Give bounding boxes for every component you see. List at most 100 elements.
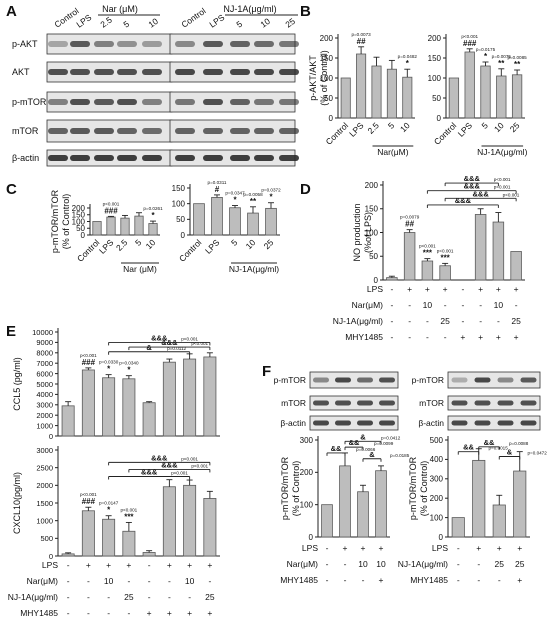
E_top-p-value: p<0.001 bbox=[80, 353, 97, 358]
E_top-bar bbox=[162, 361, 176, 437]
blot-strip bbox=[447, 371, 541, 389]
F_right-bar bbox=[492, 504, 506, 538]
E_top-bar bbox=[203, 356, 217, 437]
D-y-label: (%of LPS) bbox=[363, 212, 373, 253]
C_left-y-label: (% of Control) bbox=[61, 194, 71, 250]
blot-band bbox=[497, 400, 514, 406]
blot-lane-label: Control bbox=[179, 6, 207, 30]
D-y-label: NO production bbox=[352, 203, 362, 261]
E_bottom-condition-mark: - bbox=[107, 592, 110, 602]
F_right-condition-label: NJ-1A(μg/ml) bbox=[398, 559, 448, 569]
D-sig-mark: *** bbox=[440, 253, 450, 262]
E_bottom-bracket-p: p<0.001 bbox=[191, 463, 208, 468]
E_top-sig-mark: * bbox=[107, 365, 111, 374]
E_bottom-condition-mark: + bbox=[207, 560, 212, 570]
blot-band bbox=[254, 69, 274, 75]
E_bottom-y-tick-label: 2500 bbox=[36, 463, 53, 472]
E_bottom-condition-mark: + bbox=[106, 560, 111, 570]
E_top-y-tick-label: 8000 bbox=[36, 349, 53, 358]
blot-band bbox=[117, 128, 137, 134]
B_left-category-label: 10 bbox=[398, 120, 412, 134]
E_bottom-condition-mark: - bbox=[87, 592, 90, 602]
blot-band bbox=[230, 155, 250, 161]
blot-band bbox=[520, 420, 537, 426]
E_top-y-tick-label: 2000 bbox=[36, 411, 53, 420]
B_right-p-value: p=0.0075 bbox=[492, 54, 512, 59]
F_left-condition-label: MHY1485 bbox=[280, 575, 318, 585]
F_left-y-label: (% of Control) bbox=[291, 461, 301, 517]
D-condition-mark: 25 bbox=[511, 316, 521, 326]
B_left-y-tick-label: 150 bbox=[320, 54, 334, 63]
E_bottom-bracket-mark: &&& bbox=[161, 460, 178, 469]
B_right-y-tick-label: 150 bbox=[428, 54, 442, 63]
B_left-y-tick-label: 0 bbox=[329, 114, 334, 123]
E_top-bar bbox=[122, 378, 136, 437]
blot-band bbox=[474, 420, 491, 426]
D-sig-mark: *** bbox=[423, 249, 433, 258]
D-p-value: p=0.0079 bbox=[400, 215, 420, 220]
F_left-condition-mark: + bbox=[379, 543, 384, 553]
D-bar bbox=[403, 232, 416, 281]
E_bottom-bracket-p: p<0.001 bbox=[171, 471, 188, 476]
C_right-sig-mark: ** bbox=[250, 197, 257, 206]
blot-band bbox=[94, 128, 114, 134]
F_right-condition-mark: - bbox=[457, 575, 460, 585]
C_left-y-label: p-mTOR/mTOR bbox=[50, 189, 60, 253]
blot-lane-label: LPS bbox=[207, 12, 226, 30]
blot-band bbox=[117, 99, 137, 105]
panel-letter-B: B bbox=[300, 3, 311, 20]
F_right-y-tick-label: 400 bbox=[430, 455, 444, 464]
C_left-bar bbox=[148, 223, 158, 236]
blot-band bbox=[230, 69, 250, 75]
D-bracket-mark: &&& bbox=[464, 174, 481, 183]
E_bottom-condition-label: MHY1485 bbox=[20, 608, 58, 618]
blot-band bbox=[254, 155, 274, 161]
F_right-bracket-mark: && bbox=[484, 438, 495, 447]
C_right-sig-mark: # bbox=[215, 185, 220, 194]
F_right-condition-mark: - bbox=[477, 575, 480, 585]
B_left-bar bbox=[371, 65, 382, 119]
B_right-p-value: p=0.0175 bbox=[476, 47, 496, 52]
E_top-y-tick-label: 9000 bbox=[36, 338, 53, 347]
blot-strip bbox=[309, 395, 399, 411]
B_right-y-tick-label: 100 bbox=[428, 74, 442, 83]
blot-lane-label: 5 bbox=[234, 19, 244, 30]
E_top-p-value: p=0.0340 bbox=[119, 361, 139, 366]
D-condition-mark: - bbox=[444, 300, 447, 310]
C_right-y-tick-label: 100 bbox=[172, 199, 186, 208]
blot-band bbox=[203, 155, 223, 161]
F_left-condition-mark: + bbox=[361, 543, 366, 553]
F_left-y-label: p-mTOR/mTOR bbox=[280, 456, 290, 520]
E_bottom-condition-mark: - bbox=[127, 608, 130, 618]
F_right-y-label: (% of Control) bbox=[419, 461, 429, 517]
C_right-y-tick-label: 0 bbox=[181, 231, 186, 240]
blot-band bbox=[497, 377, 514, 383]
B_right-p-value: p=0.0085 bbox=[507, 55, 527, 60]
D-condition-label: MHY1485 bbox=[345, 332, 383, 342]
E_top-y-tick-label: 4000 bbox=[36, 390, 53, 399]
D-condition-mark: - bbox=[479, 316, 482, 326]
F_right-y-tick-label: 100 bbox=[430, 513, 444, 522]
B_right-category-label: 5 bbox=[479, 120, 490, 131]
D-condition-mark: + bbox=[514, 284, 519, 294]
panel-letter-E: E bbox=[6, 323, 16, 340]
E_bottom-y-tick-label: 3000 bbox=[36, 446, 53, 455]
C_left-sig-mark: * bbox=[151, 211, 155, 220]
D-condition-mark: - bbox=[390, 332, 393, 342]
blot-band bbox=[357, 400, 373, 406]
panel-letter-D: D bbox=[300, 181, 311, 198]
F_left-condition-mark: - bbox=[362, 575, 365, 585]
F_right-condition-mark: + bbox=[517, 575, 522, 585]
F_left-condition-label: LPS bbox=[302, 543, 318, 553]
E_bottom-bracket-mark: &&& bbox=[141, 468, 158, 477]
F_left-bar bbox=[321, 504, 333, 538]
F_right-condition-mark: + bbox=[476, 543, 481, 553]
D-condition-mark: + bbox=[496, 284, 501, 294]
D-y-tick-label: 150 bbox=[365, 205, 379, 214]
C_left-y-tick-label: 100 bbox=[72, 217, 86, 226]
E_bottom-condition-mark: + bbox=[167, 560, 172, 570]
C_left-p-value: p=0.0261 bbox=[143, 206, 163, 211]
C_right-bar bbox=[211, 196, 223, 236]
E_bottom-bracket-mark: &&& bbox=[151, 453, 168, 462]
